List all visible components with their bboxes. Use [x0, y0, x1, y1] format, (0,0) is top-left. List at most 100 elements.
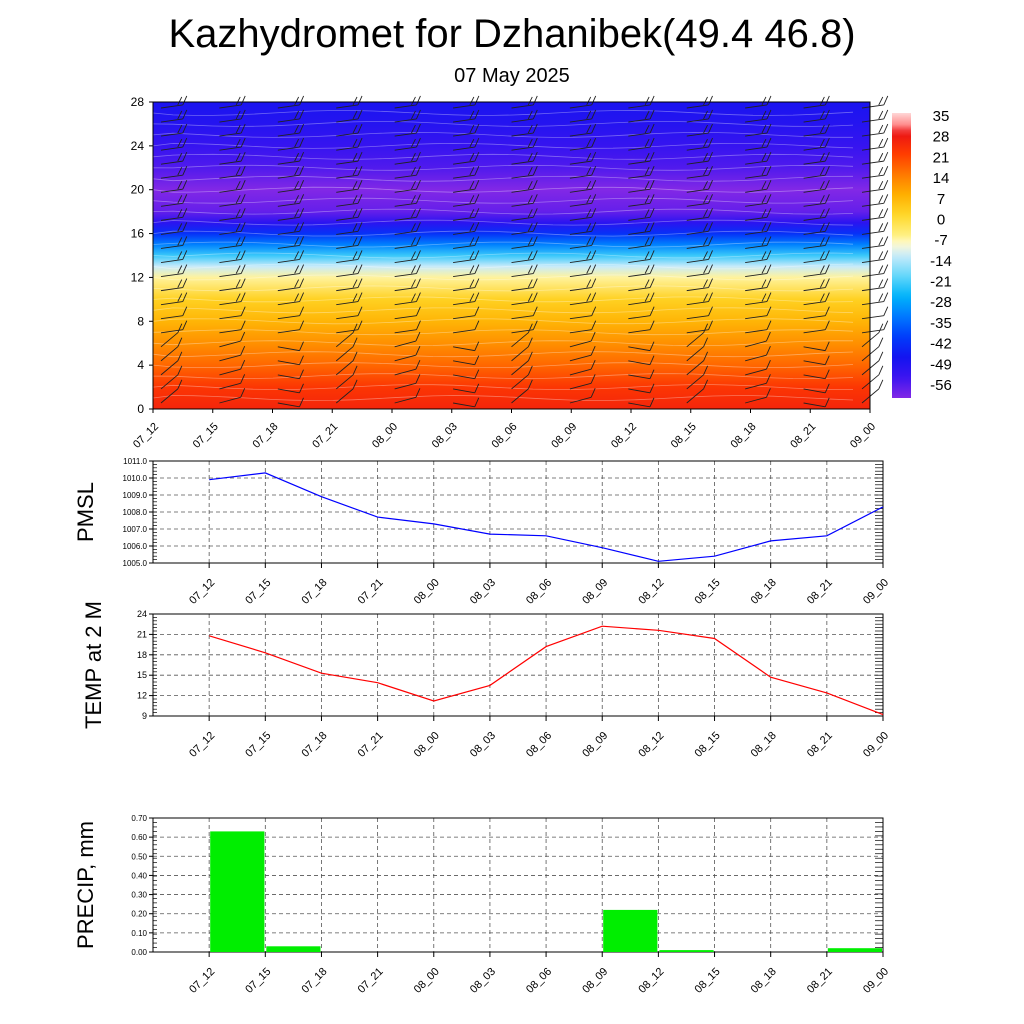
wind-barb-flag	[649, 95, 655, 106]
contour-line	[152, 395, 854, 401]
wind-barb	[453, 216, 475, 221]
wind-barb	[453, 360, 475, 366]
y-tick-label: 0.10	[131, 929, 147, 938]
wind-barb-flag	[878, 279, 884, 288]
wind-barb	[453, 402, 475, 408]
wind-barb-flag	[649, 278, 655, 288]
x-tick-label: 08_15	[693, 577, 723, 607]
wind-barb	[219, 273, 242, 278]
wind-barb	[628, 202, 651, 207]
wind-barb	[453, 315, 475, 320]
panel-frame	[152, 460, 884, 564]
wind-barb-flag	[761, 152, 767, 162]
wind-barb-flag	[761, 237, 767, 246]
y-axis-label: PMSL	[73, 482, 98, 542]
wind-barb-flag	[819, 124, 825, 134]
wind-barb-flag	[649, 264, 655, 274]
wind-barb-flag	[182, 306, 188, 316]
wind-barb-flag	[352, 293, 358, 302]
wind-barb-flag	[177, 152, 183, 162]
wind-barb-flag	[708, 292, 713, 302]
wind-barb-flag	[883, 250, 889, 260]
wind-barb-flag	[474, 383, 480, 393]
wind-barb-flag	[182, 194, 188, 204]
wind-barb-flag	[586, 110, 592, 120]
wind-barb	[745, 273, 768, 278]
wind-barb-flag	[352, 379, 358, 390]
wind-barb-flag	[416, 137, 421, 148]
wind-barb-flag	[352, 279, 358, 288]
wind-barb-flag	[177, 209, 183, 218]
wind-barb	[336, 301, 359, 306]
wind-barb	[336, 273, 359, 278]
wind-barb-flag	[644, 195, 650, 204]
wind-barb-flag	[474, 222, 480, 232]
wind-barb-flag	[586, 223, 592, 232]
y-tick-label: 28	[131, 95, 145, 109]
wind-barb	[686, 332, 704, 348]
y-tick-label: 1011.0	[123, 457, 147, 466]
wind-barb	[686, 360, 704, 376]
wind-barb-flag	[235, 166, 241, 176]
wind-barb	[745, 259, 768, 263]
wind-barb-flag	[883, 165, 889, 176]
wind-barb-flag	[761, 181, 767, 190]
wind-barb-flag	[416, 278, 421, 288]
wind-barb	[394, 340, 417, 348]
y-tick-label: 18	[137, 650, 147, 660]
wind-barb-flag	[527, 195, 533, 204]
wind-barb-flag	[411, 181, 416, 190]
wind-barb-flag	[532, 208, 538, 218]
wind-barb-flag	[819, 237, 825, 246]
x-tick-label: 08_12	[636, 966, 666, 996]
colorbar-label: -14	[930, 253, 952, 270]
wind-barb-flag	[182, 180, 188, 190]
wind-barb-flag	[416, 250, 421, 260]
wind-barb-flag	[586, 124, 592, 134]
colorbar-label: 14	[933, 170, 950, 187]
wind-barb-flag	[469, 124, 475, 134]
x-tick-label: 07_12	[187, 577, 217, 607]
wind-barb	[686, 104, 709, 109]
wind-barb-flag	[177, 166, 183, 176]
x-tick-label: 08_09	[580, 966, 610, 996]
wind-barb-flag	[878, 152, 884, 162]
wind-barb-flag	[761, 166, 767, 176]
wind-barb	[511, 216, 534, 221]
wind-barb-flag	[235, 124, 241, 134]
wind-barb-flag	[235, 293, 241, 302]
wind-barb-flag	[766, 222, 772, 232]
wind-barb-flag	[766, 109, 772, 120]
wind-barb-flag	[883, 292, 889, 302]
wind-barb-flag	[352, 209, 358, 218]
wind-barb	[511, 346, 529, 362]
x-tick-label: 07_21	[356, 577, 386, 607]
wind-barb	[569, 301, 592, 306]
wind-barb-flag	[240, 165, 246, 176]
wind-barb	[335, 346, 354, 362]
wind-barb-flag	[644, 251, 650, 260]
wind-barb-flag	[649, 369, 655, 379]
colorbar: 35 28 21 14 7 0 -7 -14 -21 -28 -35 -42 -49 -56	[892, 108, 952, 398]
y-tick-label: 0.40	[131, 871, 147, 880]
wind-barb-flag	[708, 264, 713, 274]
wind-barb	[277, 360, 300, 366]
wind-barb-flag	[416, 151, 421, 162]
wind-barb-flag	[649, 320, 655, 330]
wind-barb-flag	[469, 110, 475, 120]
wind-barb	[803, 216, 826, 221]
wind-barb-flag	[294, 293, 300, 302]
wind-barb	[803, 104, 826, 109]
wind-barb	[219, 174, 242, 179]
wind-barb-flag	[532, 222, 538, 232]
x-tick-label: 08_15	[693, 730, 723, 760]
wind-barb-flag	[586, 279, 592, 288]
wind-barb	[219, 287, 242, 292]
wind-barb-flag	[415, 345, 421, 356]
wind-barb-flag	[532, 137, 538, 148]
wind-barb-flag	[644, 181, 650, 190]
wind-barb-flag	[411, 251, 416, 260]
wind-barb-flag	[469, 293, 475, 302]
wind-barb-flag	[532, 320, 538, 330]
x-tick-label: 08_18	[729, 421, 759, 451]
